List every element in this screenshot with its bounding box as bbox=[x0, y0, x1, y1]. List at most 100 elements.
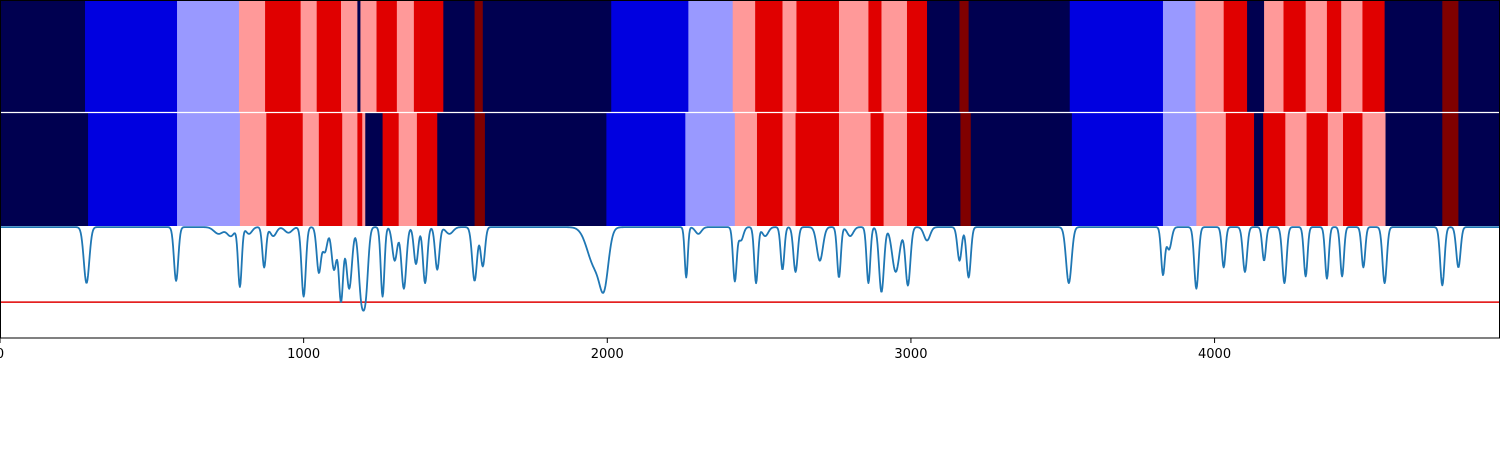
segment bbox=[782, 0, 798, 113]
segment bbox=[1254, 113, 1264, 226]
x-tick-label: 3000 bbox=[894, 347, 927, 362]
segment bbox=[1385, 113, 1443, 226]
segment bbox=[870, 113, 885, 226]
segment bbox=[238, 0, 266, 113]
segment bbox=[0, 0, 86, 113]
x-axis: 0 1000 2000 3000 4000 bbox=[0, 338, 1231, 362]
segment bbox=[1362, 113, 1387, 226]
segment bbox=[85, 0, 178, 113]
segment bbox=[611, 0, 689, 113]
segment bbox=[1442, 0, 1459, 113]
segment bbox=[177, 113, 241, 226]
segment bbox=[906, 113, 928, 226]
x-tick-label: 4000 bbox=[1198, 347, 1231, 362]
segment bbox=[342, 113, 358, 226]
segment bbox=[318, 113, 343, 226]
segment bbox=[1285, 113, 1308, 226]
segment bbox=[376, 0, 398, 113]
segment bbox=[300, 0, 318, 113]
segment bbox=[474, 0, 484, 113]
segment bbox=[688, 0, 734, 113]
segment bbox=[756, 113, 784, 226]
segment bbox=[316, 0, 342, 113]
segment bbox=[357, 113, 363, 226]
signal-line bbox=[0, 226, 1500, 312]
segment bbox=[1283, 0, 1307, 113]
segment bbox=[968, 0, 1071, 113]
segment bbox=[413, 0, 444, 113]
segment bbox=[927, 113, 962, 226]
segment bbox=[0, 113, 89, 226]
segmentation-strip-2 bbox=[0, 113, 1500, 226]
x-tick-label: 1000 bbox=[287, 347, 320, 362]
segment bbox=[398, 113, 418, 226]
segment bbox=[437, 113, 476, 226]
segment bbox=[1326, 0, 1342, 113]
segment bbox=[1343, 113, 1364, 226]
segment bbox=[1442, 113, 1459, 226]
segment bbox=[796, 0, 840, 113]
segment bbox=[1263, 113, 1286, 226]
segment bbox=[734, 113, 758, 226]
segment bbox=[1069, 0, 1164, 113]
segment bbox=[362, 113, 366, 226]
segment bbox=[88, 113, 178, 226]
segment bbox=[1196, 113, 1227, 226]
segment bbox=[883, 113, 908, 226]
segment bbox=[606, 113, 686, 226]
segment bbox=[1341, 0, 1364, 113]
segment bbox=[838, 0, 870, 113]
segment bbox=[482, 0, 612, 113]
segment bbox=[868, 0, 883, 113]
segment bbox=[340, 0, 358, 113]
segment bbox=[1162, 0, 1197, 113]
segment bbox=[1071, 113, 1164, 226]
segment bbox=[1195, 0, 1225, 113]
segment bbox=[177, 0, 240, 113]
segment bbox=[755, 0, 784, 113]
segment bbox=[365, 113, 384, 226]
segment bbox=[906, 0, 928, 113]
segment bbox=[1223, 0, 1248, 113]
segment bbox=[484, 113, 607, 226]
segment bbox=[960, 113, 972, 226]
segment bbox=[1247, 0, 1265, 113]
segment bbox=[838, 113, 872, 226]
segment bbox=[302, 113, 320, 226]
segment bbox=[265, 0, 302, 113]
segment bbox=[1225, 113, 1255, 226]
segment bbox=[1458, 113, 1500, 226]
segment bbox=[239, 113, 267, 226]
segment bbox=[1264, 0, 1285, 113]
segment bbox=[382, 113, 400, 226]
segment bbox=[360, 0, 378, 113]
segment bbox=[266, 113, 304, 226]
signal-panel-background bbox=[0, 226, 1500, 338]
segment bbox=[416, 113, 438, 226]
segment bbox=[1458, 0, 1500, 113]
segment bbox=[927, 0, 961, 113]
segment bbox=[970, 113, 1073, 226]
segment bbox=[795, 113, 840, 226]
x-tick-label: 2000 bbox=[591, 347, 624, 362]
segmentation-strips bbox=[0, 0, 1500, 226]
segment bbox=[881, 0, 908, 113]
segmentation-strip-1 bbox=[0, 0, 1500, 113]
segment bbox=[1362, 0, 1386, 113]
segment bbox=[443, 0, 476, 113]
segment bbox=[474, 113, 486, 226]
segment bbox=[1162, 113, 1197, 226]
segment bbox=[782, 113, 797, 226]
segment bbox=[1384, 0, 1443, 113]
x-tick-label: 0 bbox=[0, 347, 4, 362]
segment bbox=[357, 0, 362, 113]
segment bbox=[1327, 113, 1344, 226]
segment bbox=[959, 0, 970, 113]
segment bbox=[396, 0, 415, 113]
segment bbox=[732, 0, 756, 113]
segment bbox=[1305, 0, 1328, 113]
signal-panel bbox=[0, 226, 1500, 338]
segment bbox=[685, 113, 736, 226]
segment bbox=[1306, 113, 1329, 226]
